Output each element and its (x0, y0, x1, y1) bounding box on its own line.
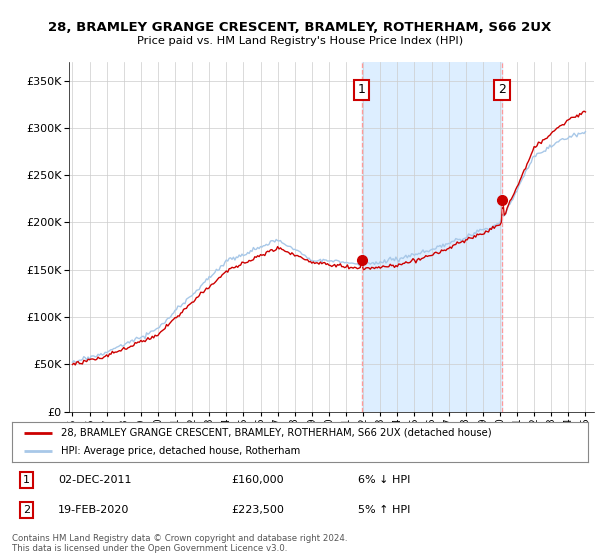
Text: 02-DEC-2011: 02-DEC-2011 (58, 475, 131, 486)
Text: 1: 1 (358, 83, 366, 96)
Text: 6% ↓ HPI: 6% ↓ HPI (358, 475, 410, 486)
Text: 1: 1 (23, 475, 30, 486)
Text: 5% ↑ HPI: 5% ↑ HPI (358, 505, 410, 515)
Text: Price paid vs. HM Land Registry's House Price Index (HPI): Price paid vs. HM Land Registry's House … (137, 36, 463, 46)
Text: 28, BRAMLEY GRANGE CRESCENT, BRAMLEY, ROTHERHAM, S66 2UX: 28, BRAMLEY GRANGE CRESCENT, BRAMLEY, RO… (49, 21, 551, 34)
Text: 2: 2 (498, 83, 506, 96)
Text: 19-FEB-2020: 19-FEB-2020 (58, 505, 130, 515)
Text: £223,500: £223,500 (231, 505, 284, 515)
Bar (362, 62, 502, 412)
Text: 28, BRAMLEY GRANGE CRESCENT, BRAMLEY, ROTHERHAM, S66 2UX (detached house): 28, BRAMLEY GRANGE CRESCENT, BRAMLEY, RO… (61, 428, 491, 437)
Text: Contains HM Land Registry data © Crown copyright and database right 2024.
This d: Contains HM Land Registry data © Crown c… (12, 534, 347, 553)
Text: HPI: Average price, detached house, Rotherham: HPI: Average price, detached house, Roth… (61, 446, 300, 456)
Text: 2: 2 (23, 505, 30, 515)
Text: £160,000: £160,000 (231, 475, 284, 486)
